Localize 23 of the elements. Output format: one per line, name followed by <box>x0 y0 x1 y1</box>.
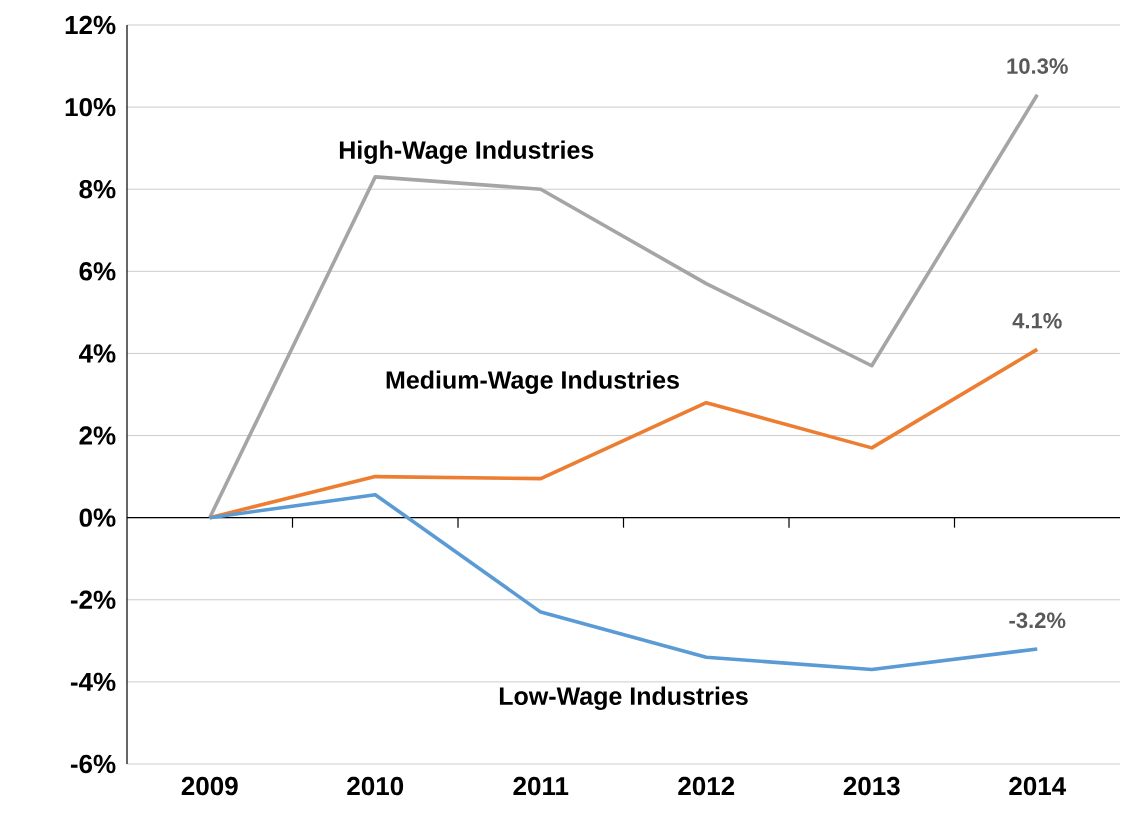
series-label: Medium-Wage Industries <box>386 370 679 394</box>
series-label: Low-Wage Industries <box>499 686 748 711</box>
x-tick-label: 2011 <box>513 776 569 796</box>
y-tick-label: 10% <box>65 97 116 117</box>
y-tick-label: 4% <box>78 344 116 363</box>
data-label: -3.2% <box>1009 612 1066 629</box>
y-tick-label: 8% <box>79 180 116 199</box>
x-tick-label: 2010 <box>347 776 404 796</box>
y-tick-label: 0% <box>79 508 116 527</box>
y-tick-label: -6% <box>70 754 116 774</box>
y-tick-label: -4% <box>70 672 116 692</box>
y-tick-label: 2% <box>79 426 116 445</box>
y-tick-label: 6% <box>79 262 116 281</box>
y-tick-label: 12% <box>65 15 116 35</box>
line-series <box>207 347 1040 520</box>
x-tick-label: 2013 <box>843 776 900 796</box>
series-label: High-Wage Industries <box>339 140 594 164</box>
y-tick-label: -2% <box>70 590 116 609</box>
x-tick-label: 2014 <box>1009 776 1067 796</box>
data-label: 10.3% <box>1007 58 1068 74</box>
data-label: 4.1% <box>1012 312 1062 329</box>
x-tick-label: 2012 <box>678 776 735 796</box>
x-tick-label: 2009 <box>181 776 238 796</box>
